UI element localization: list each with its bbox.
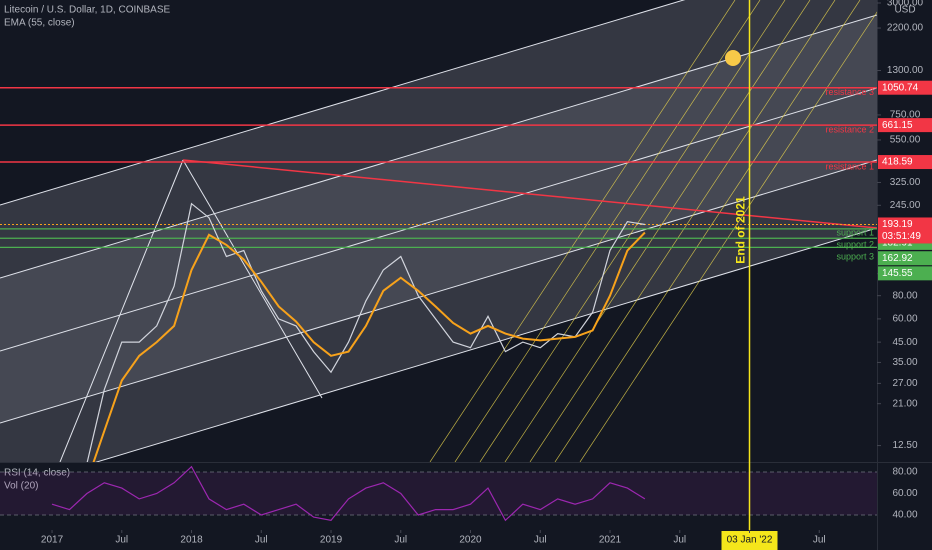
price-tag-label: 418.59: [882, 157, 913, 168]
price-tag-label: 1050.74: [882, 82, 919, 93]
price-tag: [878, 155, 932, 170]
y-tick-label: 21.00: [892, 398, 917, 409]
price-tag: [878, 118, 932, 133]
level-label: support 3: [836, 252, 874, 262]
volume-title: Vol (20): [4, 481, 38, 492]
y-tick-label: 2200.00: [887, 23, 924, 34]
rsi-band: [0, 472, 877, 515]
emoji-icon: [725, 50, 741, 66]
rsi-title: RSI (14, close): [4, 468, 70, 479]
x-tick-label: 2020: [459, 535, 482, 546]
price-tag: [878, 80, 932, 95]
trend-line: [182, 159, 877, 229]
x-tick-label: Jul: [394, 535, 407, 546]
x-tick-label: Jul: [534, 535, 547, 546]
x-tick-label: 2019: [320, 535, 343, 546]
y-tick-label: 80.00: [892, 290, 917, 301]
level-label: resistance 2: [825, 124, 874, 134]
x-tick-label: Jul: [813, 535, 826, 546]
price-tag-label: 661.15: [882, 120, 913, 131]
drawings: [0, 0, 877, 462]
price-tag: [878, 251, 932, 266]
x-tick-label: 2018: [180, 535, 203, 546]
y-tick-label: 12.50: [892, 440, 917, 451]
level-label: resistance 3: [825, 87, 874, 97]
rsi-tick-label: 80.00: [892, 467, 917, 478]
y-tick-label: 35.00: [892, 357, 917, 368]
last-price-tag: [878, 217, 932, 244]
y-tick-label: 245.00: [890, 200, 921, 211]
currency: USD: [894, 5, 915, 16]
price-line: [86, 202, 645, 462]
x-tick-label: 2021: [599, 535, 622, 546]
channel-fill: [0, 0, 877, 462]
price-tag: [878, 266, 932, 281]
x-tick-label: 2017: [41, 535, 64, 546]
level-label: resistance 1: [825, 161, 874, 171]
y-tick-label: 750.00: [890, 110, 921, 121]
price-line: [92, 231, 646, 462]
countdown: 03:51:49: [882, 231, 921, 242]
price-tag-label: 145.55: [882, 268, 913, 279]
fan-lines: [429, 0, 877, 462]
x-tick-label: 03 Jan '22: [727, 535, 773, 546]
level-label: support 2: [836, 240, 874, 250]
rsi-tick-label: 40.00: [892, 510, 917, 521]
y-tick-label: 27.00: [892, 378, 917, 389]
y-tick-label: 325.00: [890, 177, 921, 188]
chart-title: Litecoin / U.S. Dollar, 1D, COINBASE: [4, 5, 171, 16]
y-tick-label: 550.00: [890, 135, 921, 146]
last-price-label: 193.19: [882, 219, 913, 230]
y-tick-label: 3000.00: [887, 0, 924, 9]
x-tick-label: Jul: [115, 535, 128, 546]
price-tag-label: 162.92: [882, 253, 913, 264]
x-tick-label: Jul: [255, 535, 268, 546]
main-plot: [0, 86, 877, 462]
rsi-plot: [0, 465, 877, 522]
rsi-line: [51, 465, 646, 522]
marker-label: End of 2021: [734, 196, 748, 264]
y-tick-label: 1300.00: [887, 65, 924, 76]
rsi-tick-label: 60.00: [892, 488, 917, 499]
indicator-label: EMA (55, close): [4, 18, 75, 29]
y-tick-label: 60.00: [892, 314, 917, 325]
x-tick-highlight: [721, 531, 778, 550]
x-tick-label: Jul: [673, 535, 686, 546]
y-tick-label: 45.00: [892, 337, 917, 348]
level-label: support 1: [836, 227, 874, 237]
